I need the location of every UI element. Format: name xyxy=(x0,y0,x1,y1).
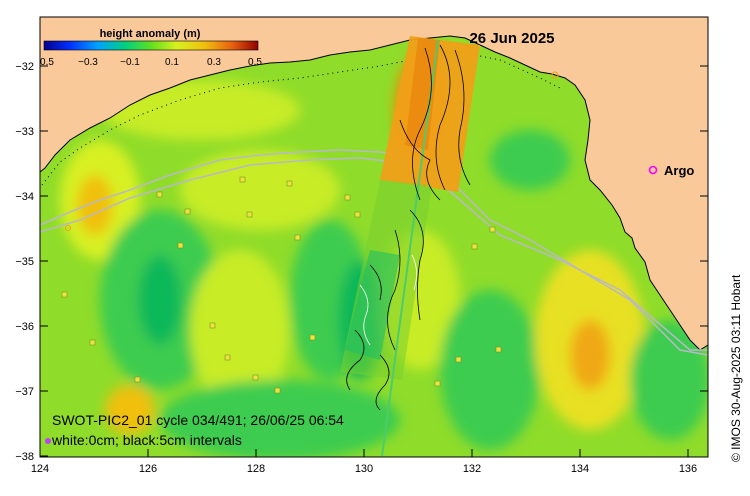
x-tick-label: 134 xyxy=(571,463,589,475)
map-date: 26 Jun 2025 xyxy=(469,30,554,47)
contour-caption: white:0cm; black:5cm intervals xyxy=(51,432,242,448)
x-tick-label: 136 xyxy=(679,463,697,475)
y-axis: −32 −33 −34 −35 −36 −37 −38 xyxy=(15,61,708,463)
y-tick-label: −33 xyxy=(15,126,34,138)
black-contours xyxy=(346,44,471,411)
swot-swath-north-inner xyxy=(405,38,440,150)
x-axis: 124 126 128 130 132 134 136 xyxy=(31,449,697,475)
x-tick-label: 132 xyxy=(463,463,481,475)
colorbar-tick: 0.3 xyxy=(207,57,221,68)
argo-float-marker xyxy=(65,225,71,231)
colorbar-gradient xyxy=(43,40,259,51)
argo-legend-icon xyxy=(648,165,658,175)
swot-swath-south-deep xyxy=(345,250,400,360)
y-tick-label: −35 xyxy=(15,256,34,268)
swath-nadir-line xyxy=(381,39,439,457)
x-tick-label: 126 xyxy=(139,463,157,475)
swath-caption: SWOT-PIC2_01 cycle 034/491; 26/06/25 06:… xyxy=(52,412,344,428)
x-tick-label: 124 xyxy=(31,463,49,475)
credit-text: © IMOS 30-Aug-2025 03:11 Hobart xyxy=(729,274,743,462)
white-contours xyxy=(359,254,417,346)
y-tick-label: −36 xyxy=(15,321,34,333)
colorbar-tick: 0.5 xyxy=(40,57,54,68)
x-tick-label: 128 xyxy=(247,463,265,475)
colorbar-tick: 0.5 xyxy=(248,57,262,68)
y-tick-label: −38 xyxy=(15,451,34,463)
argo-float-marker xyxy=(45,438,51,444)
colorbar-tick: −0.3 xyxy=(78,57,98,68)
y-tick-label: −32 xyxy=(15,61,34,73)
colorbar: height anomaly (m) 0.5 −0.3 −0.1 0.1 0.3… xyxy=(40,28,262,68)
observation-markers xyxy=(61,176,502,394)
anomaly-field xyxy=(60,55,708,457)
argo-float-marker xyxy=(551,71,559,79)
y-tick-label: −34 xyxy=(15,191,34,203)
argo-legend-label: Argo xyxy=(664,163,694,178)
colorbar-tick: 0.1 xyxy=(165,57,179,68)
colorbar-title: height anomaly (m) xyxy=(100,28,201,40)
y-tick-label: −37 xyxy=(15,386,34,398)
colorbar-tick: −0.1 xyxy=(120,57,140,68)
plot-frame xyxy=(39,16,709,458)
x-tick-label: 130 xyxy=(355,463,373,475)
